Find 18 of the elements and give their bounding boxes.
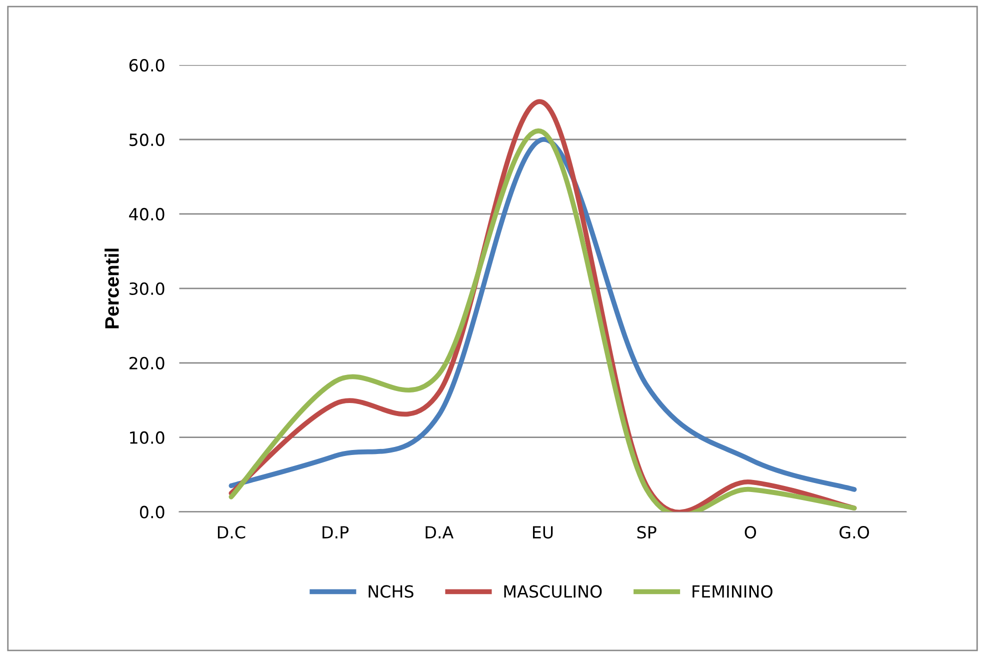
x-tick-label: D.P [322, 526, 349, 538]
y-tick-label: 30.0 [130, 282, 164, 295]
x-tick-label: O [744, 526, 756, 539]
x-tick-label: G.O [840, 526, 870, 539]
x-tick-label: SP [637, 526, 656, 539]
y-tick-label: 10.0 [130, 431, 164, 444]
y-tick-label: 40.0 [129, 208, 164, 221]
y-tick-label: 60.0 [129, 59, 164, 72]
legend-label: FEMININO [692, 585, 772, 598]
y-tick-label: 20.0 [129, 356, 164, 370]
legend-label: MASCULINO [504, 585, 602, 598]
x-tick-label: EU [533, 526, 553, 539]
x-tick-label: D.A [426, 526, 454, 538]
y-axis-title: Percentil [104, 248, 119, 328]
x-tick-label: D.C [218, 526, 246, 539]
y-tick-label: 50.0 [130, 133, 164, 146]
legend-label: NCHS [368, 585, 414, 598]
y-tick-label: 0.0 [140, 506, 164, 518]
